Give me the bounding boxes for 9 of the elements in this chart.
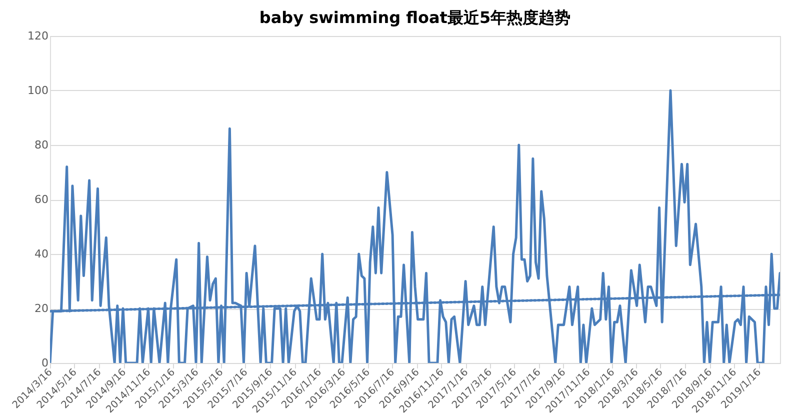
y-tick-label: 80 <box>34 138 48 152</box>
y-tick-label: 40 <box>34 248 48 260</box>
chart-title: baby swimming float最近5年热度趋势 <box>259 8 571 27</box>
y-tick-label: 120 <box>28 30 48 42</box>
y-tick-label: 100 <box>28 84 48 97</box>
line-series <box>50 89 780 363</box>
y-tick-label: 60 <box>34 193 48 206</box>
y-tick-label: 20 <box>34 302 48 315</box>
y-tick-label: 0 <box>42 356 48 370</box>
